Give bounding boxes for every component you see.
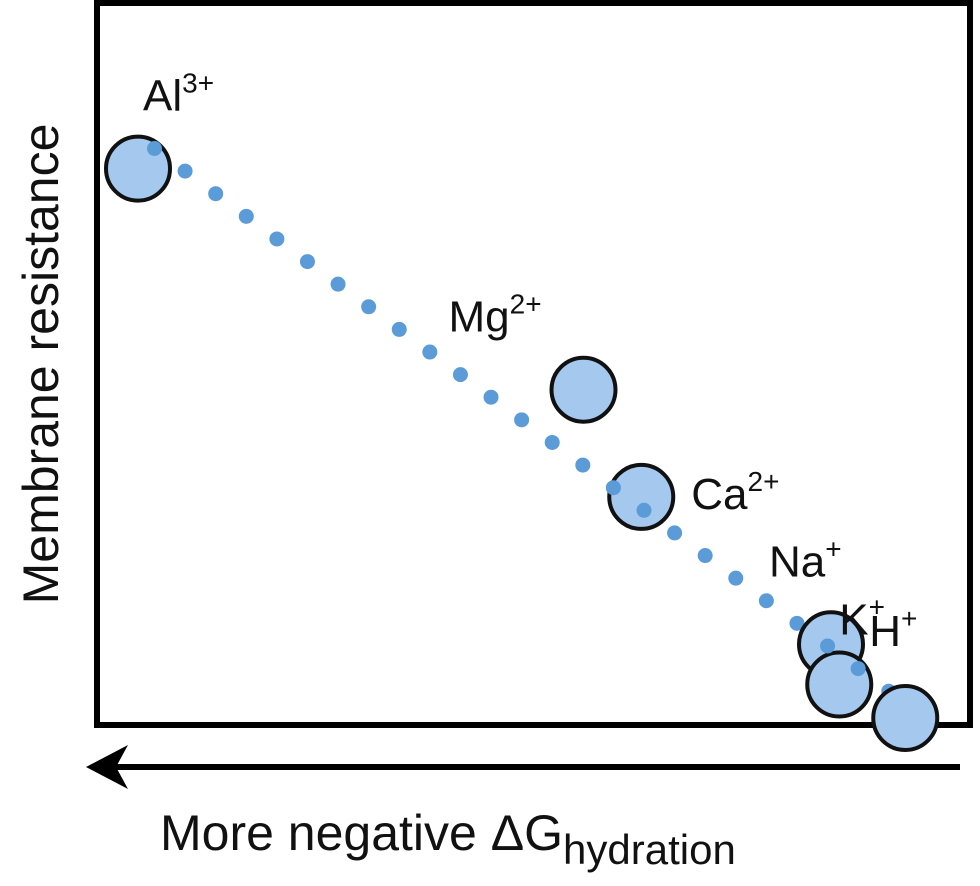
label-mg: Mg2+ — [449, 289, 542, 342]
label-ca: Ca2+ — [691, 466, 779, 519]
ion-symbol: H — [869, 607, 901, 656]
trend-dot — [330, 276, 346, 292]
x-axis-arrow — [86, 745, 960, 789]
label-na: Na+ — [769, 533, 842, 586]
label-al: Al3+ — [143, 68, 214, 121]
trend-dot — [605, 480, 621, 496]
label-k: K+ — [839, 592, 885, 645]
marker-ca — [607, 462, 676, 531]
trend-dot — [544, 434, 560, 450]
x-axis-label: More negative ΔGhydration — [160, 805, 736, 873]
ion-symbol: Ca — [691, 470, 748, 519]
trend-dot — [177, 163, 193, 179]
trend-dot — [575, 457, 591, 473]
ion-charge: + — [825, 533, 841, 564]
x-axis-label-subscript: hydration — [563, 826, 736, 873]
ion-symbol: Mg — [449, 293, 510, 342]
data-markers — [104, 134, 940, 752]
trend-line — [147, 141, 897, 699]
trend-dot — [391, 321, 407, 337]
trend-dot — [820, 638, 836, 654]
trend-dot — [238, 208, 254, 224]
x-axis-label-main: More negative ΔG — [160, 805, 563, 861]
marker-h — [871, 684, 940, 752]
point-labels: Al3+Mg2+Ca2+Na+K+H+ — [143, 68, 917, 656]
trend-dot — [422, 344, 438, 360]
trend-dot — [636, 502, 652, 518]
trend-dot — [697, 548, 713, 564]
ion-symbol: Na — [769, 537, 826, 586]
plot-frame — [94, 0, 973, 728]
trend-dot — [789, 615, 805, 631]
ion-symbol: Al — [143, 72, 182, 121]
trend-dot — [208, 186, 224, 202]
trend-dot — [514, 412, 530, 428]
ion-charge: + — [901, 603, 917, 634]
ion-charge: 2+ — [510, 289, 542, 320]
trend-dot — [361, 299, 377, 315]
ion-charge: 3+ — [182, 68, 214, 99]
trend-dot — [667, 525, 683, 541]
trend-dot — [758, 593, 774, 609]
trend-line-overlay — [147, 141, 866, 677]
trend-dot — [850, 661, 866, 677]
trend-dot — [483, 389, 499, 405]
arrow-head-icon — [86, 745, 128, 789]
ion-symbol: K — [839, 596, 868, 645]
trend-dot — [269, 231, 285, 247]
trend-dot — [147, 141, 162, 156]
ion-charge: + — [869, 592, 885, 623]
trend-dot — [728, 570, 744, 586]
ion-charge: 2+ — [748, 466, 780, 497]
y-axis-label: Membrane resistance — [13, 124, 69, 605]
trend-dot — [299, 254, 315, 270]
marker-mg — [549, 355, 618, 424]
label-h: H+ — [869, 603, 917, 656]
trend-dot — [452, 367, 468, 383]
